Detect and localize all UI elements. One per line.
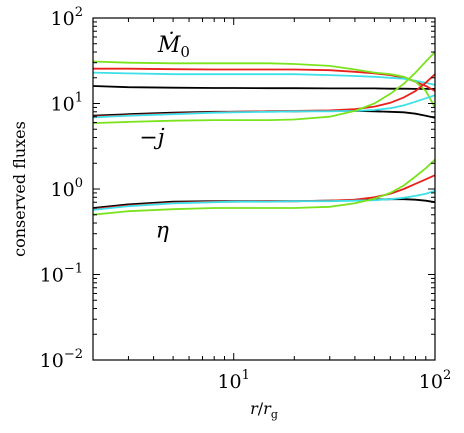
- x-tick-exp: 2: [443, 368, 451, 383]
- annotation-sub: 0: [180, 43, 190, 61]
- y-tick-label: 100: [51, 176, 83, 201]
- annotation-main: Ṁ: [157, 31, 181, 58]
- x-tick-base: 10: [419, 371, 443, 393]
- series-line-eta-11: [92, 159, 436, 216]
- x-tick-base: 10: [217, 371, 241, 393]
- x-axis-title-den-sub: g: [271, 408, 278, 421]
- y-tick-label: 102: [51, 5, 83, 30]
- x-tick-exp: 1: [242, 368, 250, 383]
- annotation-main: η: [156, 219, 169, 244]
- annotation-label: −j: [139, 126, 164, 151]
- x-axis-title-num: r: [250, 399, 259, 418]
- y-tick-base: 10: [40, 265, 64, 287]
- series-line-mdot-0: [92, 85, 435, 90]
- series-layer: [92, 51, 436, 216]
- annotation-layer: Ṁ0 −j η: [139, 31, 190, 244]
- x-tick-label: 101: [217, 368, 249, 393]
- series-line-eta-10: [92, 190, 436, 211]
- series-line-j-6: [92, 94, 436, 119]
- y-tick-exp: 1: [75, 91, 83, 106]
- series-line-mdot-3: [92, 60, 436, 108]
- y-tick-label: 10−1: [40, 262, 83, 287]
- y-tick-base: 10: [51, 94, 75, 116]
- x-axis-title-den: r: [263, 399, 272, 418]
- series-line-j-5: [92, 73, 436, 118]
- annotation-label: Ṁ0: [157, 31, 190, 61]
- x-axis-title: r/rg: [250, 399, 278, 421]
- y-axis-title: conserved fluxes: [10, 121, 29, 257]
- annotation-label: η: [156, 219, 169, 244]
- y-tick-label: 101: [51, 91, 83, 116]
- y-tick-exp: −1: [64, 262, 83, 277]
- x-tick-label: 102: [419, 368, 451, 393]
- y-tick-base: 10: [40, 350, 64, 372]
- y-tick-exp: −2: [64, 347, 83, 362]
- tick-layer: [92, 17, 435, 361]
- y-tick-exp: 0: [75, 176, 83, 191]
- series-line-eta-9: [92, 174, 436, 211]
- y-tick-base: 10: [51, 179, 75, 201]
- annotation-main: −j: [139, 126, 164, 151]
- y-tick-exp: 2: [75, 5, 83, 20]
- y-tick-label: 10−2: [40, 347, 83, 372]
- series-line-j-7: [92, 51, 436, 124]
- y-tick-base: 10: [51, 8, 75, 30]
